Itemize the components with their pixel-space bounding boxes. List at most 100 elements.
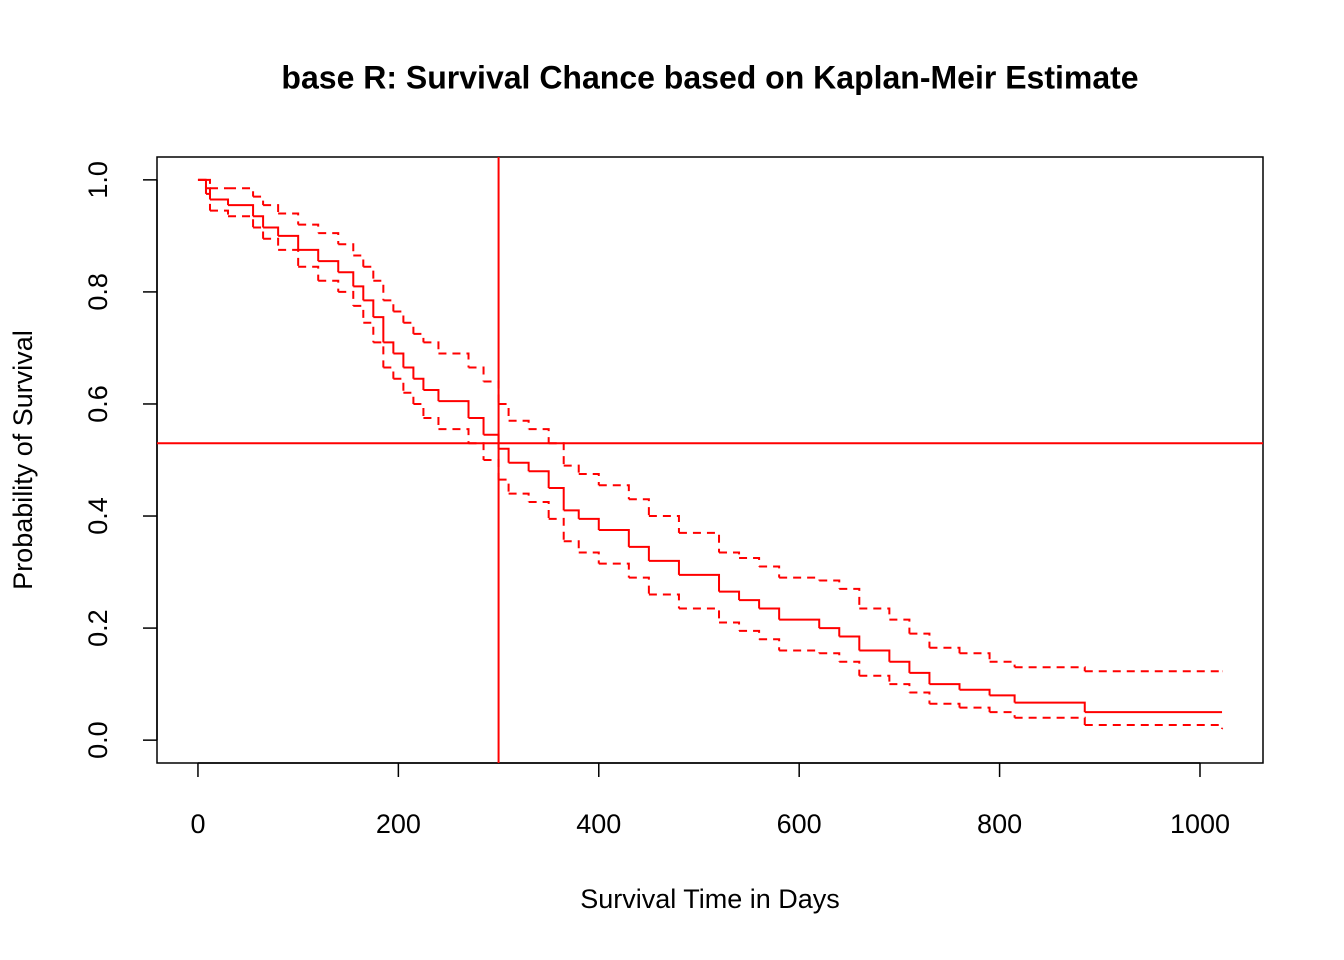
- confidence-step: [909, 691, 931, 704]
- survival-step: [508, 461, 530, 472]
- confidence-step: [889, 683, 911, 693]
- survival-step: [393, 352, 405, 368]
- survival-step: [263, 226, 280, 236]
- survival-step: [353, 285, 365, 301]
- x-tick-label: 600: [777, 809, 822, 839]
- y-tick-label: 0.0: [83, 721, 113, 759]
- confidence-step: [739, 629, 761, 640]
- survival-step: [528, 470, 550, 489]
- confidence-step: [859, 607, 891, 620]
- survival-step: [739, 599, 761, 609]
- chart-title: base R: Survival Chance based on Kaplan-…: [281, 59, 1138, 95]
- survival-step: [929, 683, 961, 690]
- confidence-step: [548, 517, 565, 542]
- survival-step: [859, 649, 891, 662]
- confidence-step: [373, 341, 385, 368]
- confidence-step: [889, 618, 911, 634]
- confidence-step: [929, 702, 961, 708]
- confidence-step: [298, 223, 320, 234]
- confidence-step: [253, 195, 265, 206]
- survival-step: [373, 316, 385, 343]
- survival-step: [759, 607, 781, 620]
- survival-step: [228, 204, 255, 217]
- survival-step: [468, 416, 485, 435]
- confidence-step: [959, 706, 991, 713]
- confidence-step: [338, 290, 355, 306]
- survival-step: [383, 341, 395, 354]
- x-axis-label: Survival Time in Days: [580, 884, 840, 914]
- confidence-step: [839, 660, 861, 676]
- confidence-step: [859, 674, 891, 685]
- confidence-step: [205, 178, 211, 189]
- confidence-step: [373, 279, 385, 301]
- confidence-step: [719, 551, 741, 559]
- confidence-step: [278, 212, 300, 225]
- confidence-step: [353, 254, 365, 267]
- confidence-step: [403, 391, 415, 404]
- confidence-step: [819, 579, 841, 589]
- confidence-step: [438, 428, 470, 444]
- confidence-step: [1014, 666, 1086, 672]
- confidence-step: [563, 464, 580, 475]
- survival-step: [197, 178, 207, 189]
- confidence-step: [209, 209, 230, 217]
- confidence-step: [318, 279, 340, 292]
- confidence-step: [498, 402, 510, 421]
- confidence-step: [263, 237, 280, 250]
- confidence-step: [678, 531, 721, 553]
- confidence-step: [548, 442, 565, 466]
- confidence-step: [403, 321, 415, 334]
- survival-step: [648, 559, 680, 575]
- confidence-step: [598, 484, 630, 500]
- confidence-step: [909, 632, 931, 648]
- confidence-step: [578, 473, 600, 486]
- survival-step: [909, 671, 931, 685]
- confidence-step: [363, 321, 375, 343]
- confidence-step: [498, 478, 510, 494]
- survival-step: [209, 198, 230, 206]
- confidence-step: [338, 243, 355, 256]
- confidence-step: [959, 652, 991, 662]
- confidence-step: [483, 380, 500, 404]
- survival-step: [563, 509, 580, 519]
- x-tick-label: 200: [376, 809, 421, 839]
- confidence-step: [228, 187, 255, 197]
- confidence-step: [197, 178, 207, 194]
- confidence-step: [628, 576, 650, 595]
- confidence-step: [578, 551, 600, 564]
- confidence-step: [383, 299, 395, 312]
- confidence-step: [253, 226, 265, 239]
- confidence-step: [678, 607, 721, 623]
- survival-step: [959, 688, 991, 696]
- confidence-step: [363, 265, 375, 281]
- confidence-step: [383, 366, 395, 379]
- confidence-step: [628, 498, 650, 517]
- x-tick-label: 0: [190, 809, 205, 839]
- survival-step: [298, 248, 320, 262]
- confidence-step: [1014, 716, 1086, 726]
- survival-step: [318, 260, 340, 273]
- confidence-step: [298, 265, 320, 281]
- confidence-step: [989, 660, 1016, 668]
- x-tick-label: 800: [977, 809, 1022, 839]
- confidence-step: [719, 621, 741, 631]
- survival-step: [438, 400, 470, 418]
- survival-step: [338, 271, 355, 287]
- confidence-step: [393, 310, 405, 323]
- survival-step: [889, 660, 911, 673]
- confidence-step: [739, 557, 761, 567]
- confidence-step: [413, 402, 425, 418]
- confidence-step: [759, 638, 781, 651]
- survival-step: [403, 366, 415, 379]
- confidence-step: [563, 540, 580, 553]
- y-axis-label: Probability of Survival: [8, 330, 38, 590]
- survival-step: [483, 433, 500, 449]
- confidence-step: [779, 576, 821, 581]
- confidence-step: [839, 587, 861, 609]
- confidence-step: [528, 428, 550, 444]
- confidence-step: [929, 646, 961, 654]
- y-tick-label: 0.6: [83, 385, 113, 423]
- confidence-step: [468, 442, 485, 460]
- survival-step: [628, 545, 650, 561]
- confidence-step: [598, 562, 630, 578]
